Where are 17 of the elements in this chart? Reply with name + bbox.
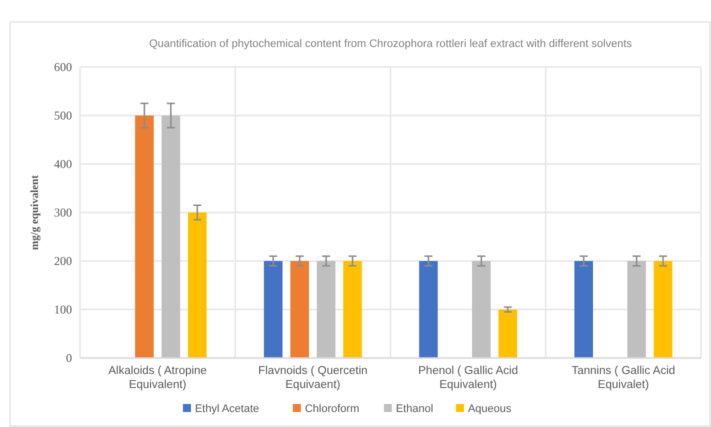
legend-label: Chloroform bbox=[304, 403, 360, 415]
x-tick-label: Alkaloids ( Atropine Equivalent) bbox=[108, 365, 207, 391]
y-tick-label: 0 bbox=[66, 351, 72, 366]
y-tick-label: 100 bbox=[54, 302, 72, 317]
x-tick-label: Flavnoids ( Quercetin Equivaent) bbox=[258, 365, 368, 391]
y-tick-label: 200 bbox=[54, 254, 72, 268]
y-tick-label: 400 bbox=[54, 157, 72, 172]
legend-label: Ethyl Acetate bbox=[194, 403, 260, 415]
y-tick-label: 500 bbox=[54, 108, 72, 123]
x-tick-label: Tannins ( Gallic Acid Equivalet) bbox=[572, 365, 676, 391]
y-tick-label: 300 bbox=[54, 206, 72, 220]
x-tick-label: Phenol ( Gallic Acid Equivalent) bbox=[418, 365, 518, 391]
legend-label: Aqueous bbox=[468, 403, 512, 415]
y-axis-title: mg/g equivalent bbox=[29, 174, 41, 250]
y-tick-label: 600 bbox=[54, 60, 72, 74]
legend-label: Ethanol bbox=[396, 403, 434, 415]
chart-title: Quantification of phytochemical content from Chrozophora rottleri leaf extract with different solvents bbox=[149, 38, 632, 50]
